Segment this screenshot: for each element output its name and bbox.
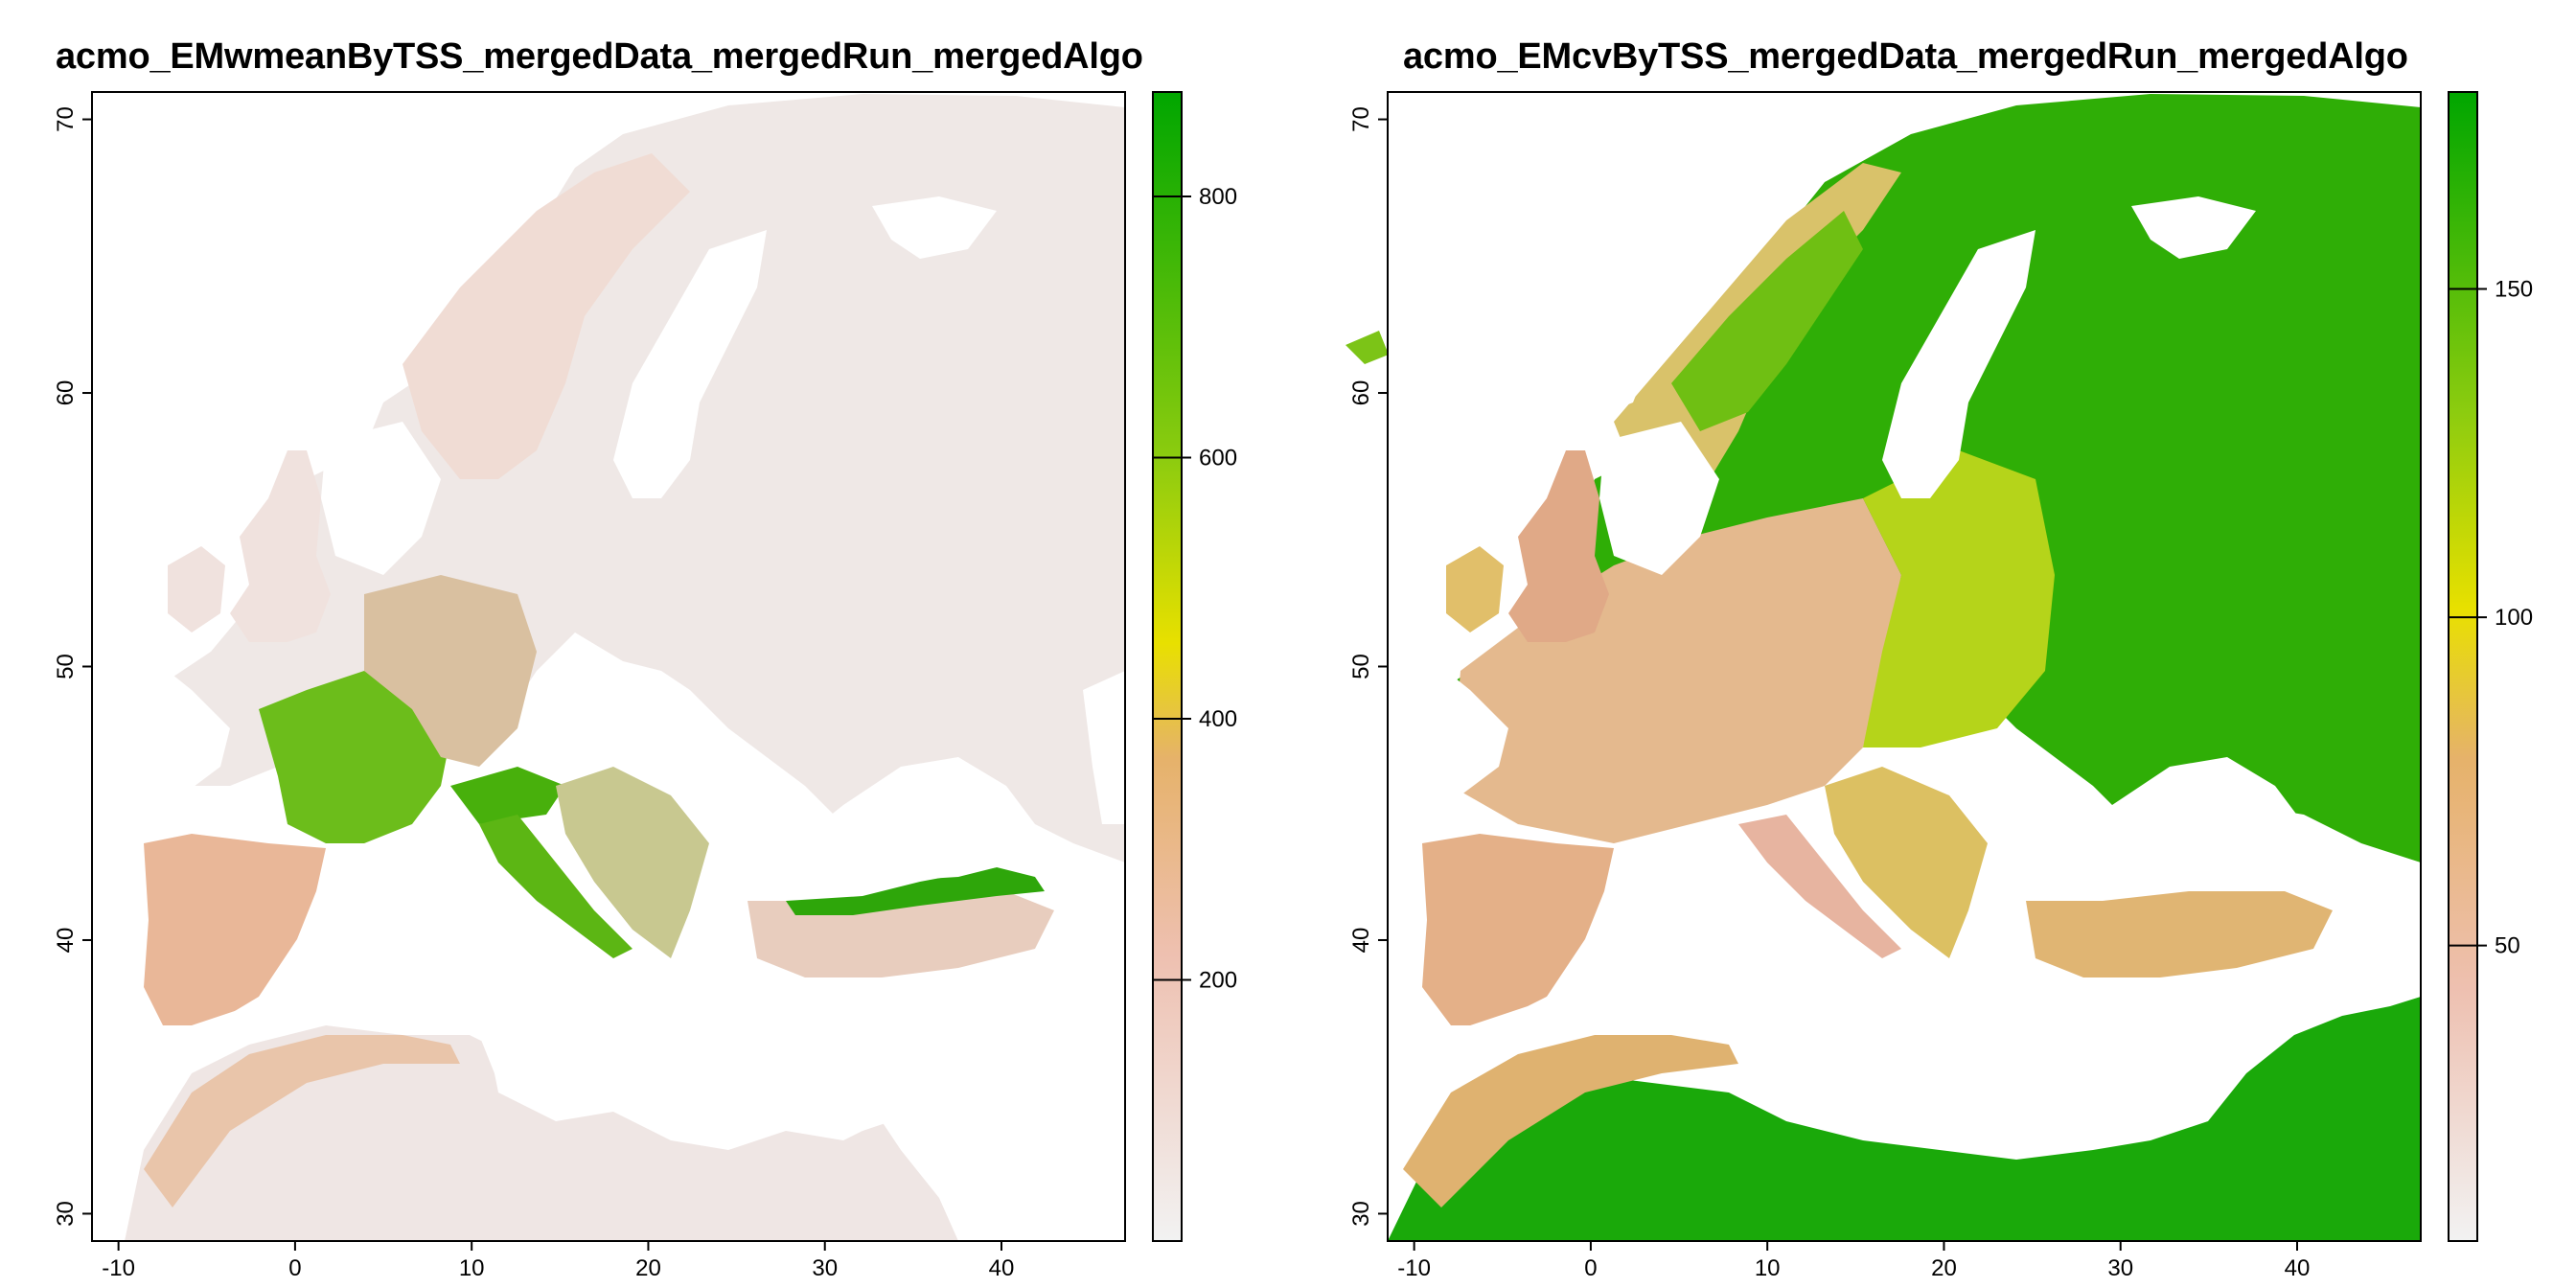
- x-tick-label: 10: [459, 1255, 485, 1281]
- x-tick-label: 30: [812, 1255, 838, 1281]
- y-tick-label: 50: [53, 654, 79, 679]
- x-tick-label: 40: [989, 1255, 1015, 1281]
- land-balkans: [556, 767, 709, 958]
- atlantic-ocean: [1388, 92, 1786, 1241]
- land-pontic-coast: [786, 867, 1045, 915]
- mediterranean-sea: [1441, 920, 2218, 1140]
- land-britain: [230, 450, 331, 642]
- x-tick-label: 20: [1931, 1255, 1957, 1281]
- legend-ticks: 200 400 600 800: [1153, 184, 1237, 994]
- x-tick-label: 40: [2285, 1255, 2311, 1281]
- legend-colorbar: 200 400 600 800: [1152, 91, 1237, 1242]
- mediterranean-sea: [163, 920, 939, 1140]
- x-tick-label: 0: [288, 1255, 301, 1281]
- y-tick-label: 40: [53, 928, 79, 954]
- water-layer: [1388, 92, 2304, 1241]
- legend-color-ramp: [1152, 91, 1183, 1242]
- legend-tick-label: 800: [1199, 184, 1237, 210]
- white-sea: [2131, 196, 2256, 259]
- land-france: [259, 671, 450, 843]
- land-alps: [450, 767, 565, 824]
- white-sea: [872, 196, 997, 259]
- legend-tick-label: 50: [2495, 933, 2520, 959]
- y-tick-label: 40: [1348, 928, 1374, 954]
- north-sea: [321, 422, 441, 575]
- legend-colorbar: 50 100 150: [2448, 91, 2533, 1242]
- land-central-eu: [364, 575, 537, 767]
- land-east-transition: [1863, 450, 2055, 748]
- y-axis: 30 40 50 60 70: [1348, 106, 1388, 1227]
- land-balkans: [1825, 767, 1988, 958]
- atlantic-ocean: [92, 92, 537, 1241]
- water-layer: [92, 92, 1125, 1241]
- y-tick-label: 70: [1348, 106, 1374, 132]
- x-axis: -10 0 10 20 30 40: [102, 1241, 1014, 1281]
- y-tick-label: 60: [1348, 380, 1374, 406]
- x-tick-label: 20: [635, 1255, 661, 1281]
- y-tick-label: 50: [1348, 654, 1374, 679]
- land-britain: [1508, 450, 1609, 642]
- baltic-sea: [613, 230, 767, 498]
- map-plot-cv: -10 0 10 20 30 40 30 40 50 60 70 50 100 150: [1346, 91, 2533, 1281]
- land-iberia: [1422, 834, 1614, 1025]
- y-tick-label: 30: [1348, 1201, 1374, 1227]
- land-maghreb: [144, 1035, 460, 1208]
- legend-tick-label: 150: [2495, 277, 2533, 303]
- y-tick-label: 30: [53, 1201, 79, 1227]
- legend-tick-label: 100: [2495, 605, 2533, 631]
- x-tick-label: 10: [1755, 1255, 1781, 1281]
- legend-tick-label: 600: [1199, 446, 1237, 472]
- map-title: acmo_EMcvByTSS_mergedData_mergedRun_merg…: [1403, 36, 2408, 77]
- legend-tick-label: 400: [1199, 706, 1237, 732]
- x-tick-label: 30: [2107, 1255, 2133, 1281]
- land-ireland: [168, 546, 225, 632]
- caspian-sea: [1083, 671, 1125, 824]
- land-scandinavia: [402, 153, 690, 479]
- legend-tick-label: 200: [1199, 968, 1237, 994]
- land-scandinavia-interior: [1671, 211, 1863, 431]
- land-sahara: [1388, 997, 2421, 1241]
- land-turkey: [2026, 891, 2333, 978]
- baltic-sea: [1882, 230, 2036, 498]
- land-italy: [479, 815, 632, 958]
- land-iceland-edge: [1346, 331, 1389, 364]
- y-axis: 30 40 50 60 70: [53, 106, 92, 1227]
- land-iberia: [144, 834, 326, 1025]
- x-tick-label: -10: [102, 1255, 135, 1281]
- x-axis: -10 0 10 20 30 40: [1397, 1241, 2310, 1281]
- land-maghreb: [1403, 1035, 1738, 1208]
- x-tick-label: 0: [1584, 1255, 1597, 1281]
- land-italy: [1738, 815, 1901, 958]
- map-panel-cv: -10 0 10 20 30 40 30 40 50 60 70 50 100 150 acmo_EM…: [1288, 0, 2576, 1288]
- map-title: acmo_EMwmeanByTSS_mergedData_mergedRun_m…: [56, 36, 1143, 77]
- map-plot-wmean: -10 0 10 20 30 40 30 40 50 60 70 200 400 600 800: [53, 91, 1237, 1281]
- land-ireland: [1446, 546, 1504, 632]
- map-panel-wmean: -10 0 10 20 30 40 30 40 50 60 70 200 400 600 800 acm…: [53, 36, 1237, 1281]
- y-tick-label: 60: [53, 380, 79, 406]
- land-west-central-eu: [1451, 498, 1901, 843]
- x-tick-label: -10: [1397, 1255, 1431, 1281]
- legend-ticks: 50 100 150: [2449, 277, 2533, 959]
- y-tick-label: 70: [53, 106, 79, 132]
- north-sea: [1599, 422, 1719, 575]
- black-sea: [2064, 757, 2304, 886]
- legend-color-ramp: [2448, 91, 2478, 1242]
- black-sea: [795, 757, 1035, 886]
